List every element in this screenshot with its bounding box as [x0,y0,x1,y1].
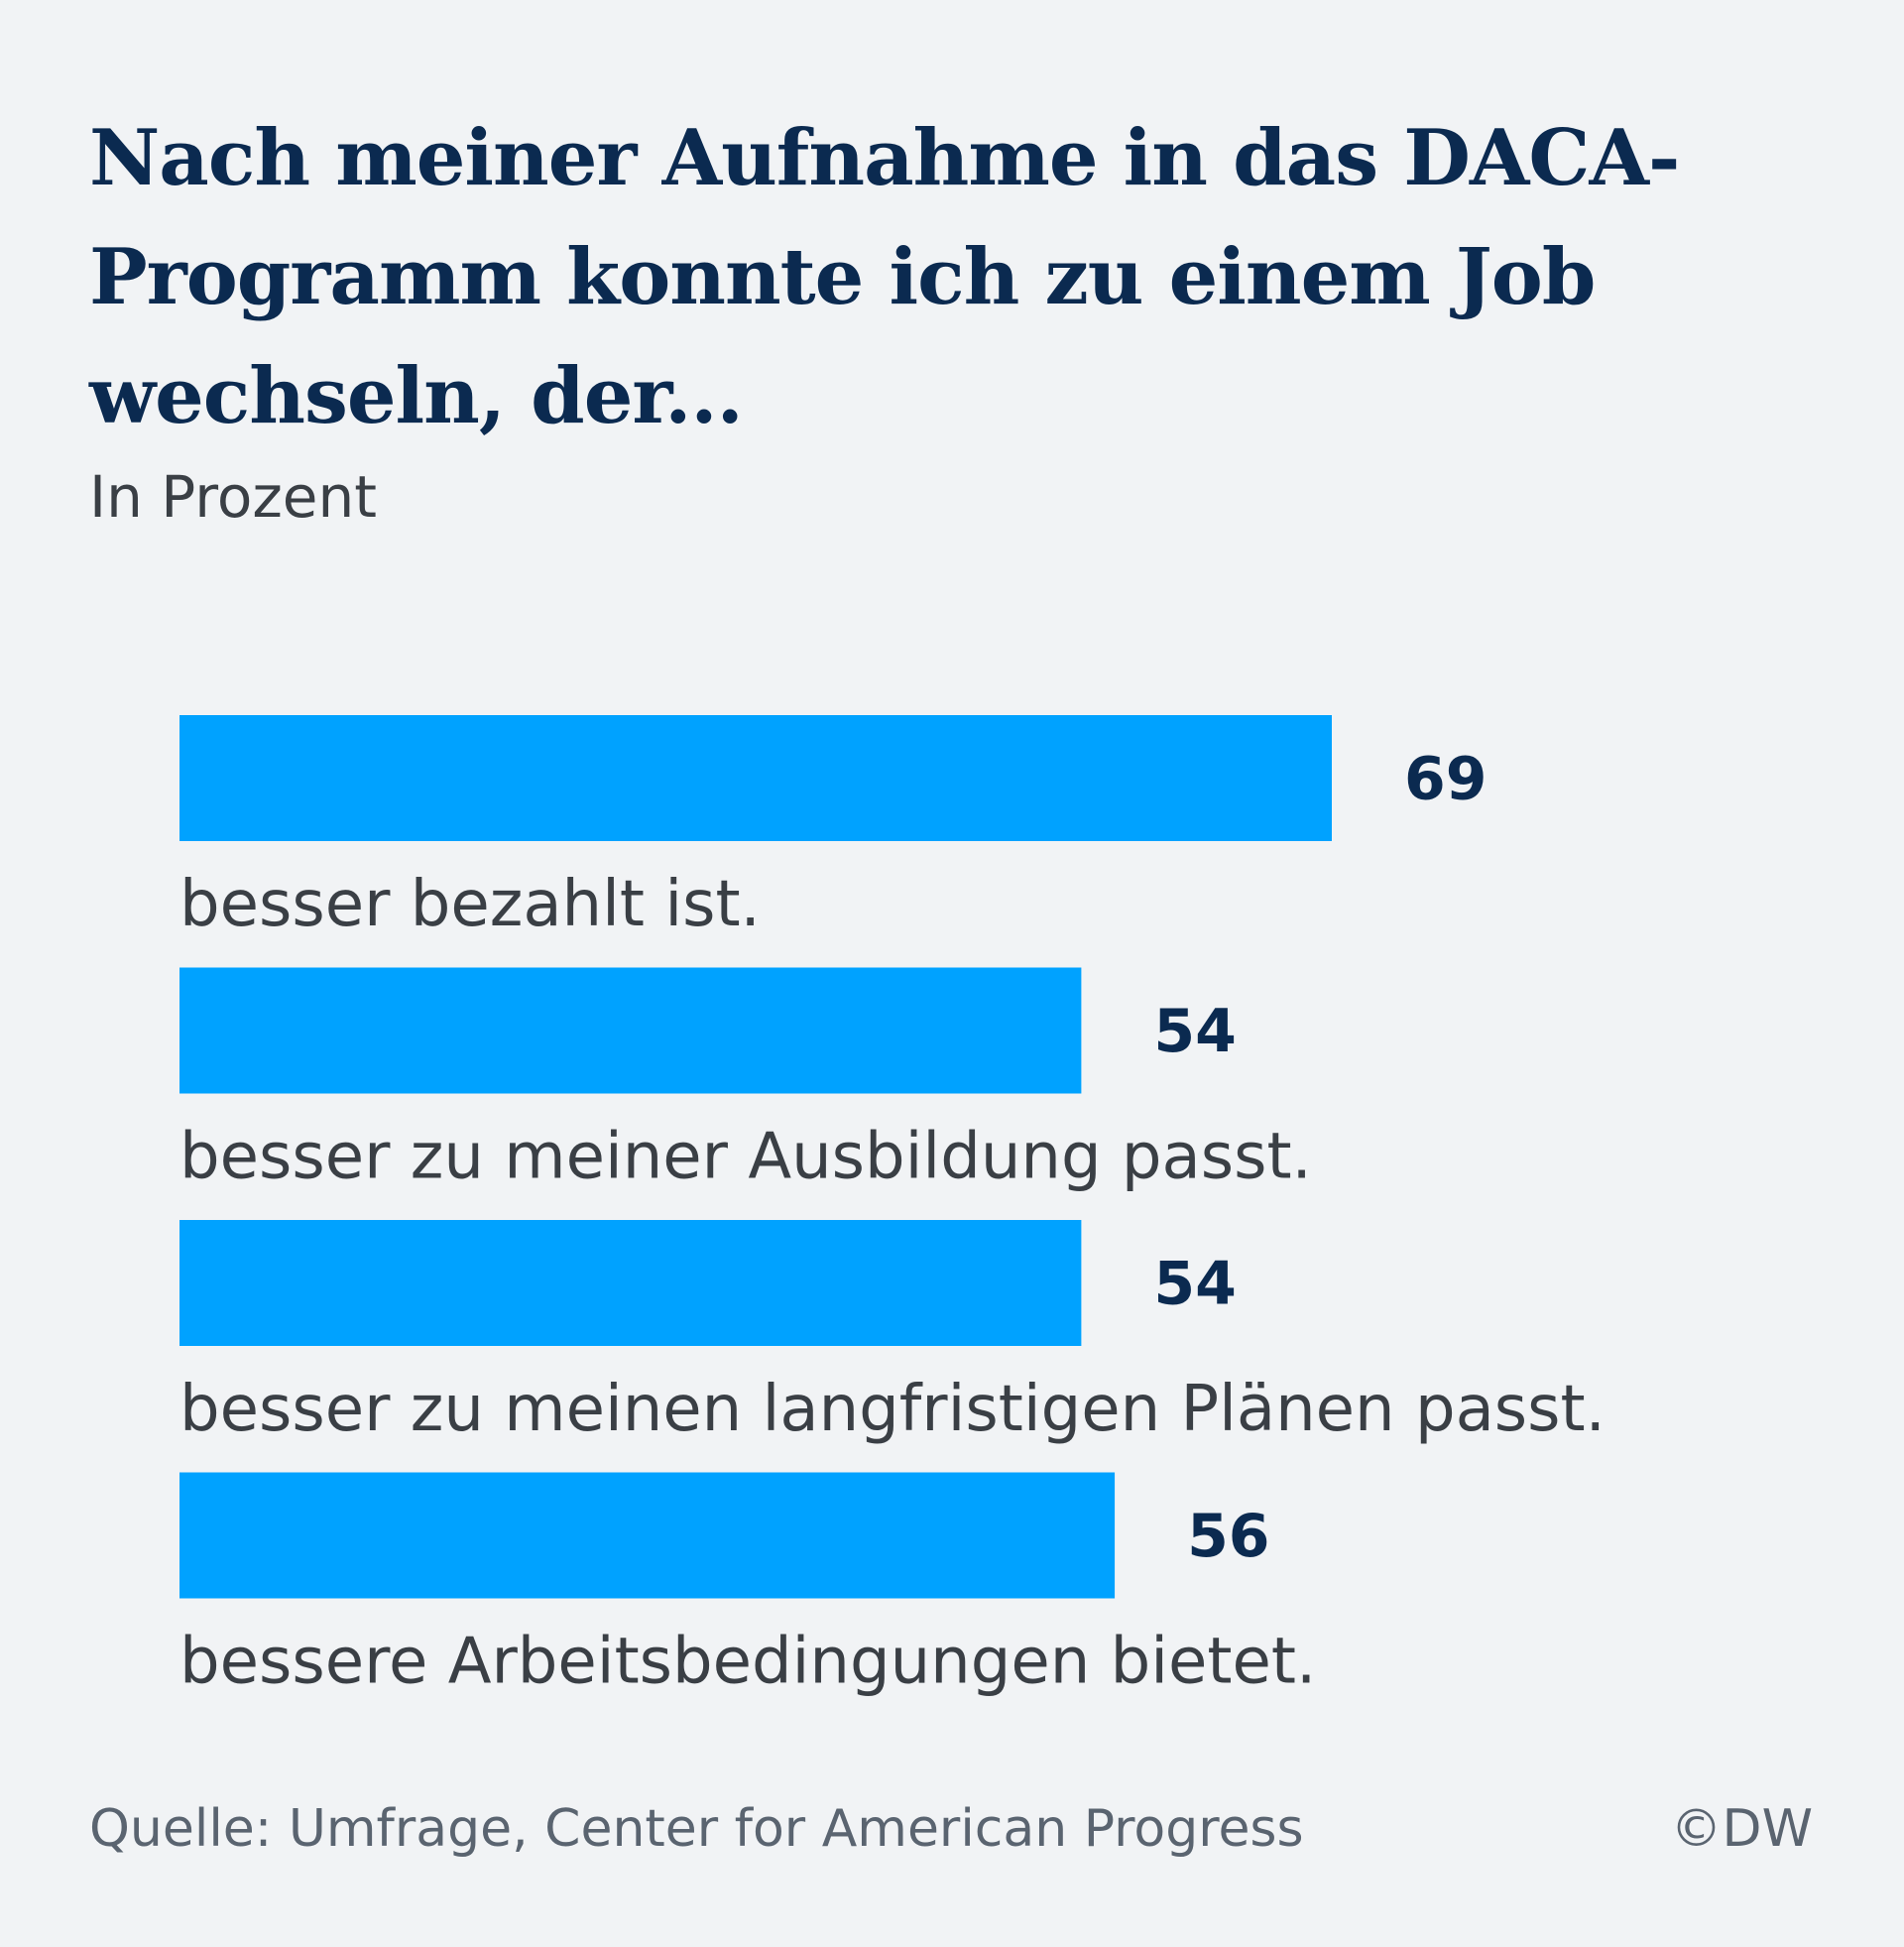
bar-value-label: 56 [1187,1502,1270,1571]
bar [179,1220,1082,1346]
chart-title: Nach meiner Aufnahme in das DACA-Program… [89,113,1680,441]
category-label: besser bezahlt ist. [179,868,761,941]
category-label: besser zu meinen langfristigen Plänen pa… [179,1373,1606,1446]
bar-value-label: 54 [1153,997,1237,1066]
bar-value-label: 69 [1404,745,1488,814]
bar [179,1472,1116,1599]
source-note: Quelle: Umfrage, Center for American Pro… [89,1799,1304,1859]
bar-value-label: 54 [1153,1250,1237,1319]
chart-subtitle: In Prozent [89,463,377,531]
category-label: bessere Arbeitsbedingungen bietet. [179,1626,1316,1699]
category-label: besser zu meiner Ausbildung passt. [179,1121,1312,1194]
bar [179,967,1082,1094]
copyright-credit: ©DW [1670,1799,1813,1859]
bar [179,715,1332,841]
